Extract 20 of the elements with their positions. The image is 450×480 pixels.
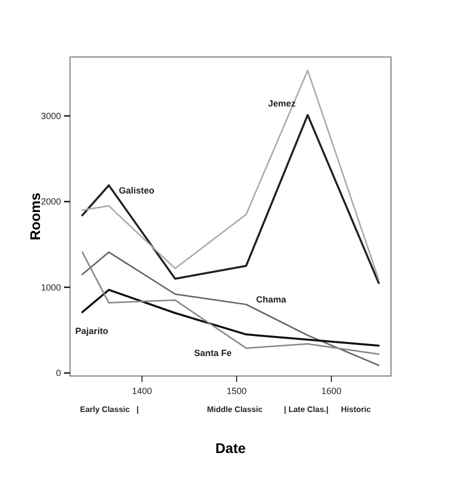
- y-tick-label: 0: [56, 368, 61, 378]
- x-tick-label: 1500: [226, 386, 247, 396]
- y-tick-label: 3000: [40, 111, 61, 122]
- series-label: Pajarito: [75, 326, 109, 336]
- series-label: Jemez: [268, 98, 296, 108]
- text: Historic: [341, 405, 372, 414]
- line-series: [82, 70, 380, 280]
- x-tick-label: 1600: [321, 386, 342, 396]
- x-axis-title: Date: [215, 440, 246, 456]
- y-axis-title: Rooms: [27, 192, 43, 240]
- series-label: Galisteo: [118, 185, 155, 196]
- text: Early Classic |: [80, 405, 139, 414]
- text: | Late Clas.|: [284, 405, 328, 414]
- series-label: Santa Fe: [194, 348, 232, 358]
- y-tick-label: 2000: [40, 196, 61, 207]
- series-label: Chama: [256, 294, 288, 304]
- text: Middle Classic: [207, 405, 264, 414]
- y-tick-label: 1000: [40, 282, 61, 292]
- x-tick-label: 1400: [132, 386, 152, 396]
- line-series: [81, 114, 380, 284]
